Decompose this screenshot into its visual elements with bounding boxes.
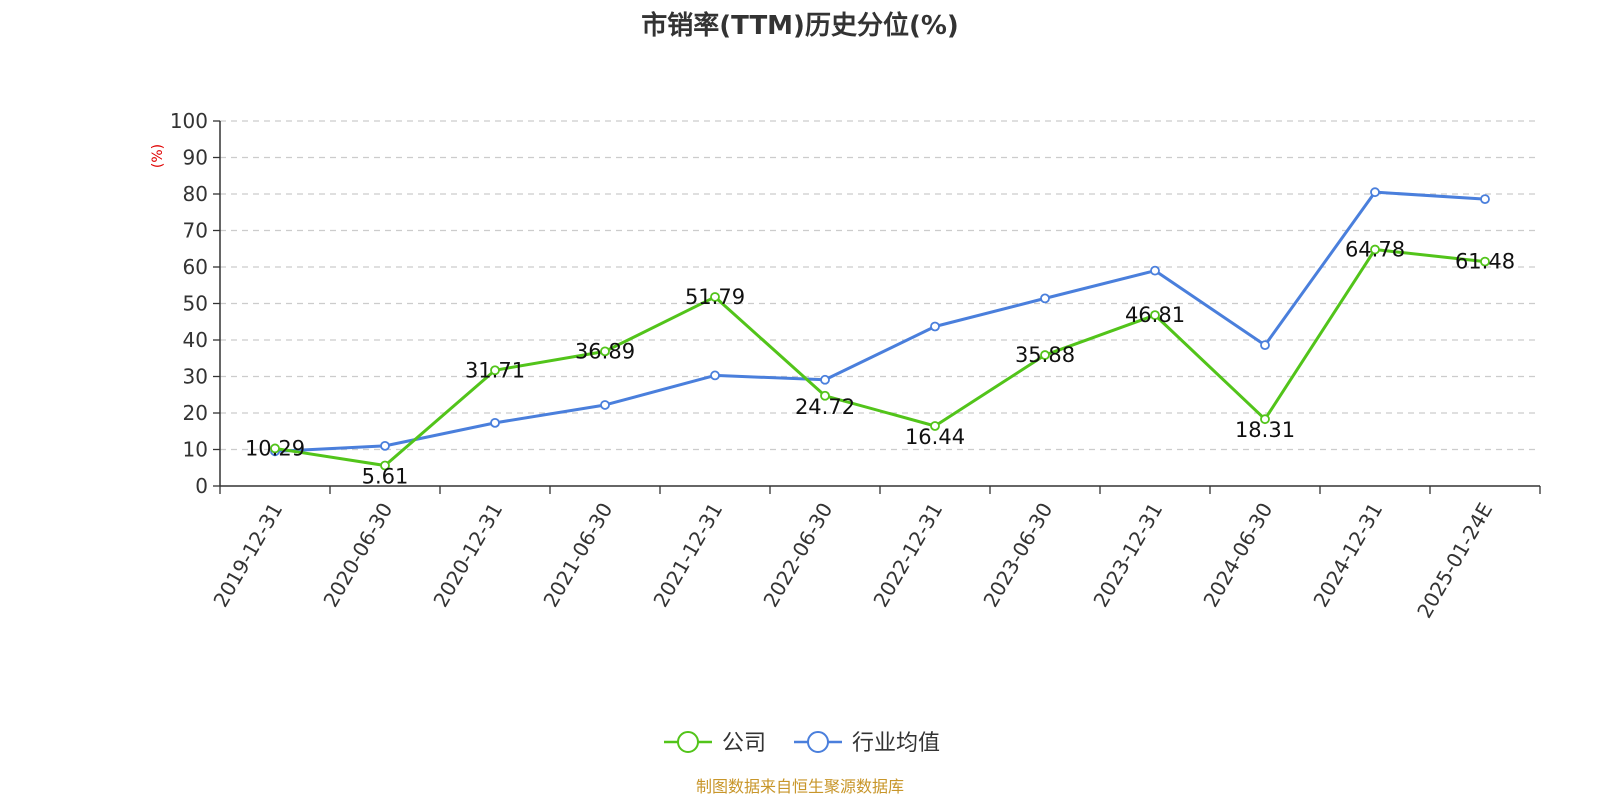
x-tick-label: 2019-12-31 (208, 499, 287, 612)
data-label: 51.79 (685, 285, 745, 309)
x-tick-label: 2022-12-31 (868, 499, 947, 612)
data-point[interactable] (820, 374, 830, 385)
data-point[interactable] (1370, 244, 1380, 255)
legend-item-company[interactable]: 公司 (664, 731, 766, 756)
legend-label: 公司 (722, 731, 766, 756)
data-label: 64.78 (1345, 238, 1405, 262)
data-point[interactable] (270, 443, 280, 454)
y-tick-label: 70 (183, 219, 208, 243)
series-line (274, 248, 1486, 468)
y-tick-label: 60 (183, 255, 208, 279)
x-tick-label: 2024-12-31 (1308, 499, 1387, 612)
data-label: 35.88 (1015, 343, 1075, 367)
legend[interactable]: 公司 行业均值 (664, 731, 940, 756)
y-tick-label: 10 (183, 438, 208, 462)
data-point[interactable] (1040, 350, 1050, 360)
y-axis-unit-label: (%) (150, 144, 166, 168)
series-layer (270, 187, 1490, 471)
data-point[interactable] (930, 421, 940, 431)
x-tick-label: 2020-06-30 (318, 499, 397, 612)
x-tick-label: 2023-12-31 (1088, 499, 1167, 612)
grid-lines (220, 120, 1540, 451)
data-point[interactable] (380, 440, 390, 451)
legend-marker-icon (807, 731, 829, 753)
data-point[interactable] (710, 370, 720, 381)
x-tick-label: 2021-06-30 (538, 499, 617, 612)
x-tick-label: 2024-06-30 (1198, 499, 1277, 612)
data-label: 5.61 (362, 465, 409, 489)
x-tick-label: 2022-06-30 (758, 499, 837, 612)
data-point[interactable] (1150, 310, 1160, 321)
x-tick-label: 2020-12-31 (428, 499, 507, 612)
x-tick-labels: 2019-12-31 2020-06-30 2020-12-31 2021-06-30… (208, 499, 1497, 623)
data-point[interactable] (1370, 187, 1380, 198)
data-label: 16.44 (905, 425, 965, 449)
chart-title: 市销率(TTM)历史分位(%) (641, 10, 959, 41)
y-tick-label: 100 (170, 109, 208, 133)
data-point[interactable] (380, 460, 390, 471)
data-point[interactable] (710, 292, 720, 302)
data-labels: 10.29 5.61 31.71 36.89 51.79 24.72 16.44 35.88 4… (245, 238, 1515, 489)
series-industry-average (270, 187, 1490, 457)
x-tick-label: 2025-01-24E (1412, 499, 1497, 623)
x-tick-label: 2021-12-31 (648, 499, 727, 612)
data-point[interactable] (1150, 265, 1160, 276)
data-label: 46.81 (1125, 303, 1185, 327)
data-label: 18.31 (1235, 418, 1295, 442)
y-tick-label: 20 (183, 401, 208, 425)
data-point[interactable] (490, 417, 500, 428)
legend-marker-icon (677, 731, 699, 753)
legend-label: 行业均值 (852, 731, 940, 756)
y-tick-label: 0 (195, 474, 208, 498)
series-line (274, 190, 1486, 453)
data-point[interactable] (600, 400, 610, 410)
data-point[interactable] (600, 346, 610, 357)
data-point[interactable] (1260, 340, 1270, 351)
data-point[interactable] (930, 321, 940, 332)
y-tick-label: 90 (183, 146, 208, 170)
axes (213, 120, 1541, 494)
data-label: 24.72 (795, 395, 855, 419)
y-tick-label: 80 (183, 182, 208, 206)
y-tick-label: 50 (183, 292, 208, 316)
data-point[interactable] (1480, 194, 1490, 205)
data-label: 10.29 (245, 436, 305, 460)
data-point[interactable] (1040, 293, 1050, 304)
x-tick-label: 2023-06-30 (978, 499, 1057, 612)
data-point[interactable] (820, 390, 830, 401)
data-point[interactable] (490, 365, 500, 376)
data-point[interactable] (1260, 414, 1270, 425)
y-tick-label: 40 (183, 328, 208, 352)
source-note: 制图数据来自恒生聚源数据库 (696, 777, 904, 796)
legend-item-industry-average[interactable]: 行业均值 (794, 731, 940, 756)
series-company (270, 244, 1490, 471)
data-point[interactable] (1480, 256, 1490, 267)
data-label: 36.89 (575, 339, 635, 363)
y-tick-label: 30 (183, 365, 208, 389)
data-label: 31.71 (465, 358, 525, 382)
y-tick-labels: 0 10 20 30 40 50 60 70 80 90 100 (170, 109, 208, 498)
data-label: 61.48 (1455, 250, 1515, 274)
